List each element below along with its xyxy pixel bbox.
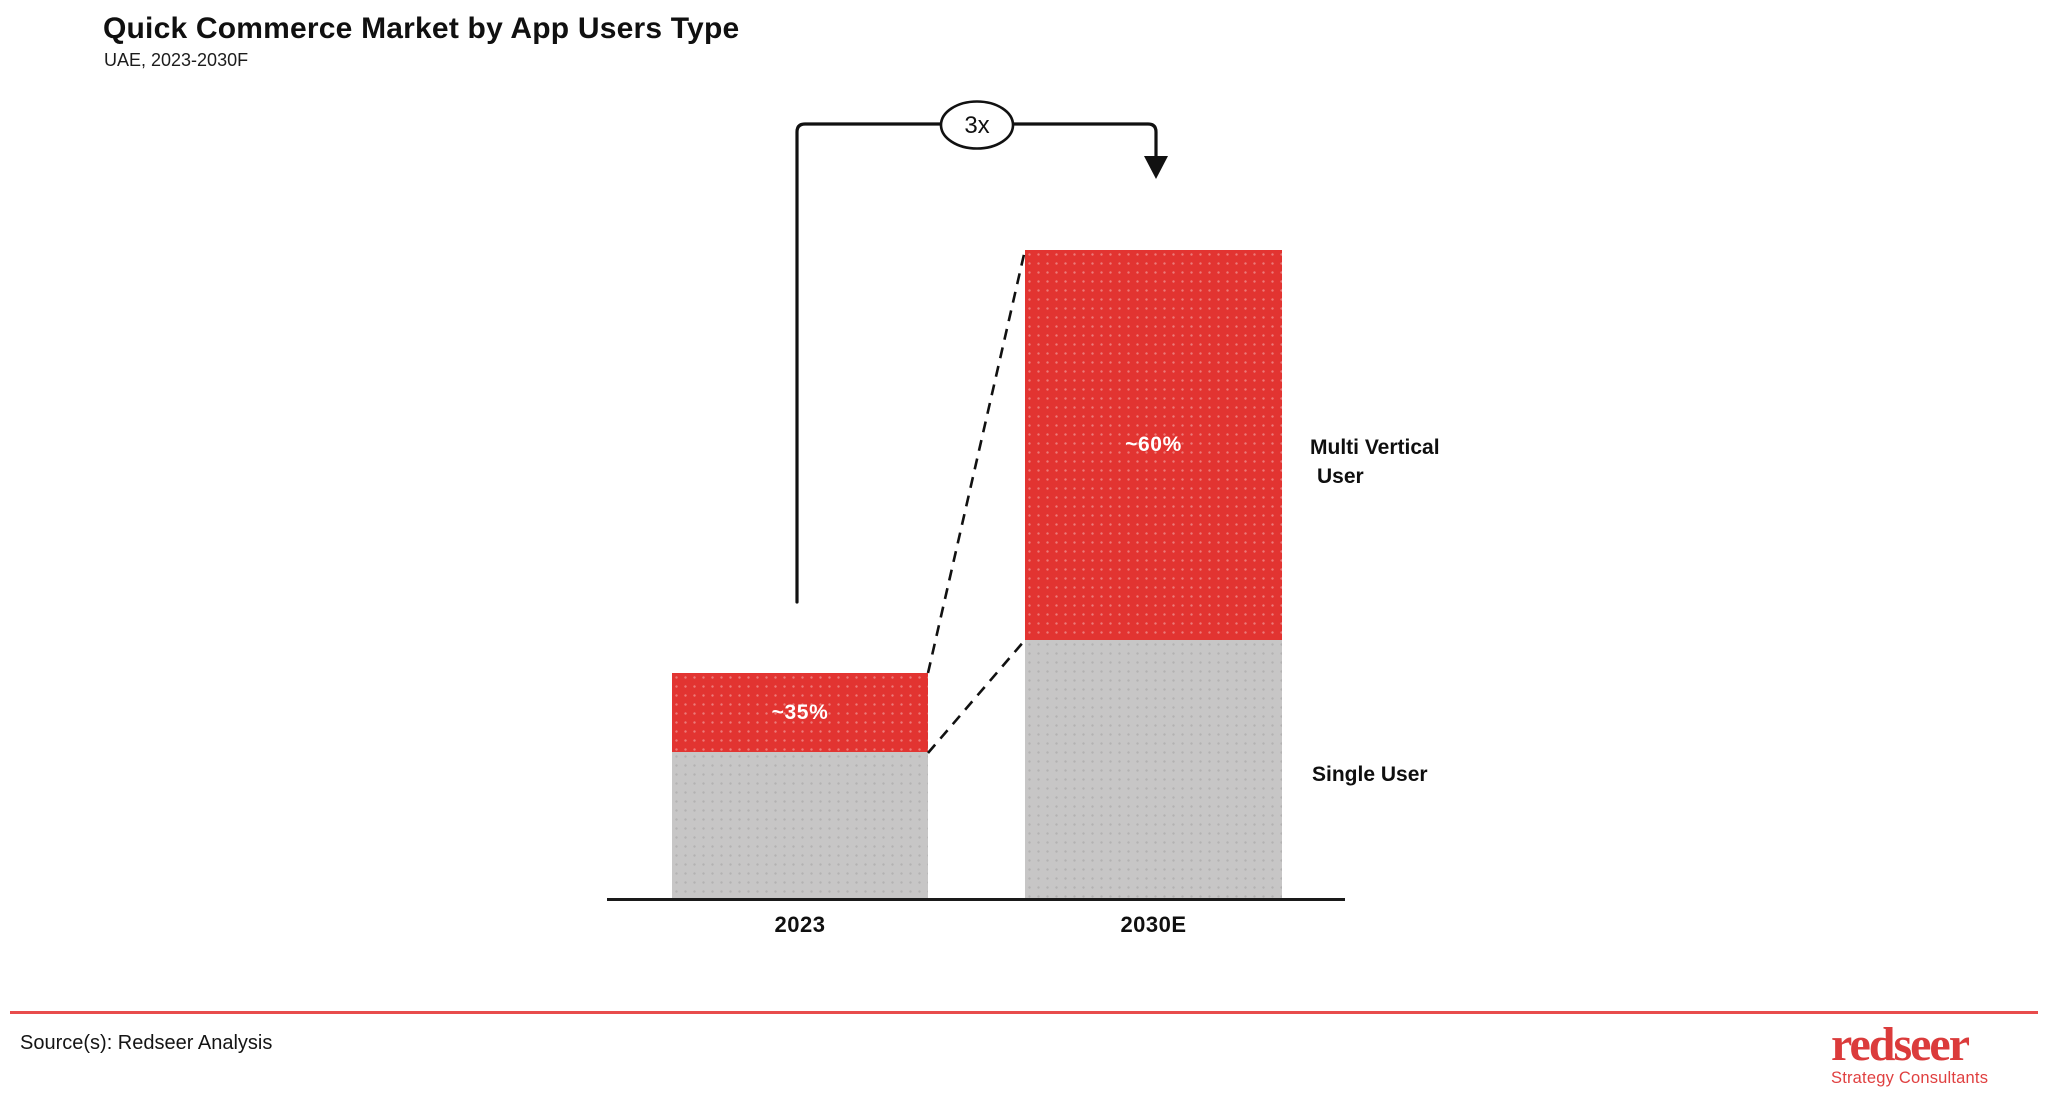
- series-label-single-user: Single User: [1312, 763, 1428, 786]
- bar-2030e-single-user-segment: [1025, 640, 1282, 900]
- series-label-multi-line2: User: [1317, 465, 1364, 488]
- series-label-multi-line1: Multi Vertical: [1310, 436, 1440, 459]
- page-subtitle: UAE, 2023-2030F: [104, 50, 249, 70]
- redseer-logo: redseer Strategy Consultants: [1831, 1018, 2031, 1088]
- bar-2023-multi-vertical-value: ~35%: [771, 700, 829, 724]
- dashed-connector-top: [926, 249, 1027, 674]
- bar-2030e-multi-vertical-value: ~60%: [1125, 433, 1182, 456]
- page-title: Quick Commerce Market by App Users Type: [103, 12, 740, 45]
- bar-2023: ~35%: [672, 673, 928, 900]
- x-tick-2023: 2023: [774, 912, 826, 937]
- growth-badge-ellipse: [939, 100, 1015, 150]
- source-note: Source(s): Redseer Analysis: [20, 1032, 273, 1054]
- growth-multiplier-label: 3x: [964, 112, 989, 139]
- dashed-connector-bottom: [927, 639, 1026, 754]
- bar-2023-multi-vertical-segment: ~35%: [672, 673, 928, 753]
- series-label-multi-vertical-user: Multi Vertical User: [1310, 433, 1440, 491]
- bar-2023-single-user-segment: [672, 752, 928, 900]
- arrow-down-icon: [1144, 156, 1168, 179]
- bar-2030e: ~60%: [1025, 250, 1282, 900]
- x-axis-line: [607, 898, 1345, 901]
- redseer-logo-wordmark: redseer: [1831, 1018, 1970, 1071]
- redseer-logo-tagline: Strategy Consultants: [1831, 1069, 1989, 1087]
- x-tick-2030e: 2030E: [1120, 912, 1187, 937]
- bar-2030e-multi-vertical-segment: ~60%: [1025, 250, 1282, 640]
- footer-divider-line: [10, 1011, 2038, 1014]
